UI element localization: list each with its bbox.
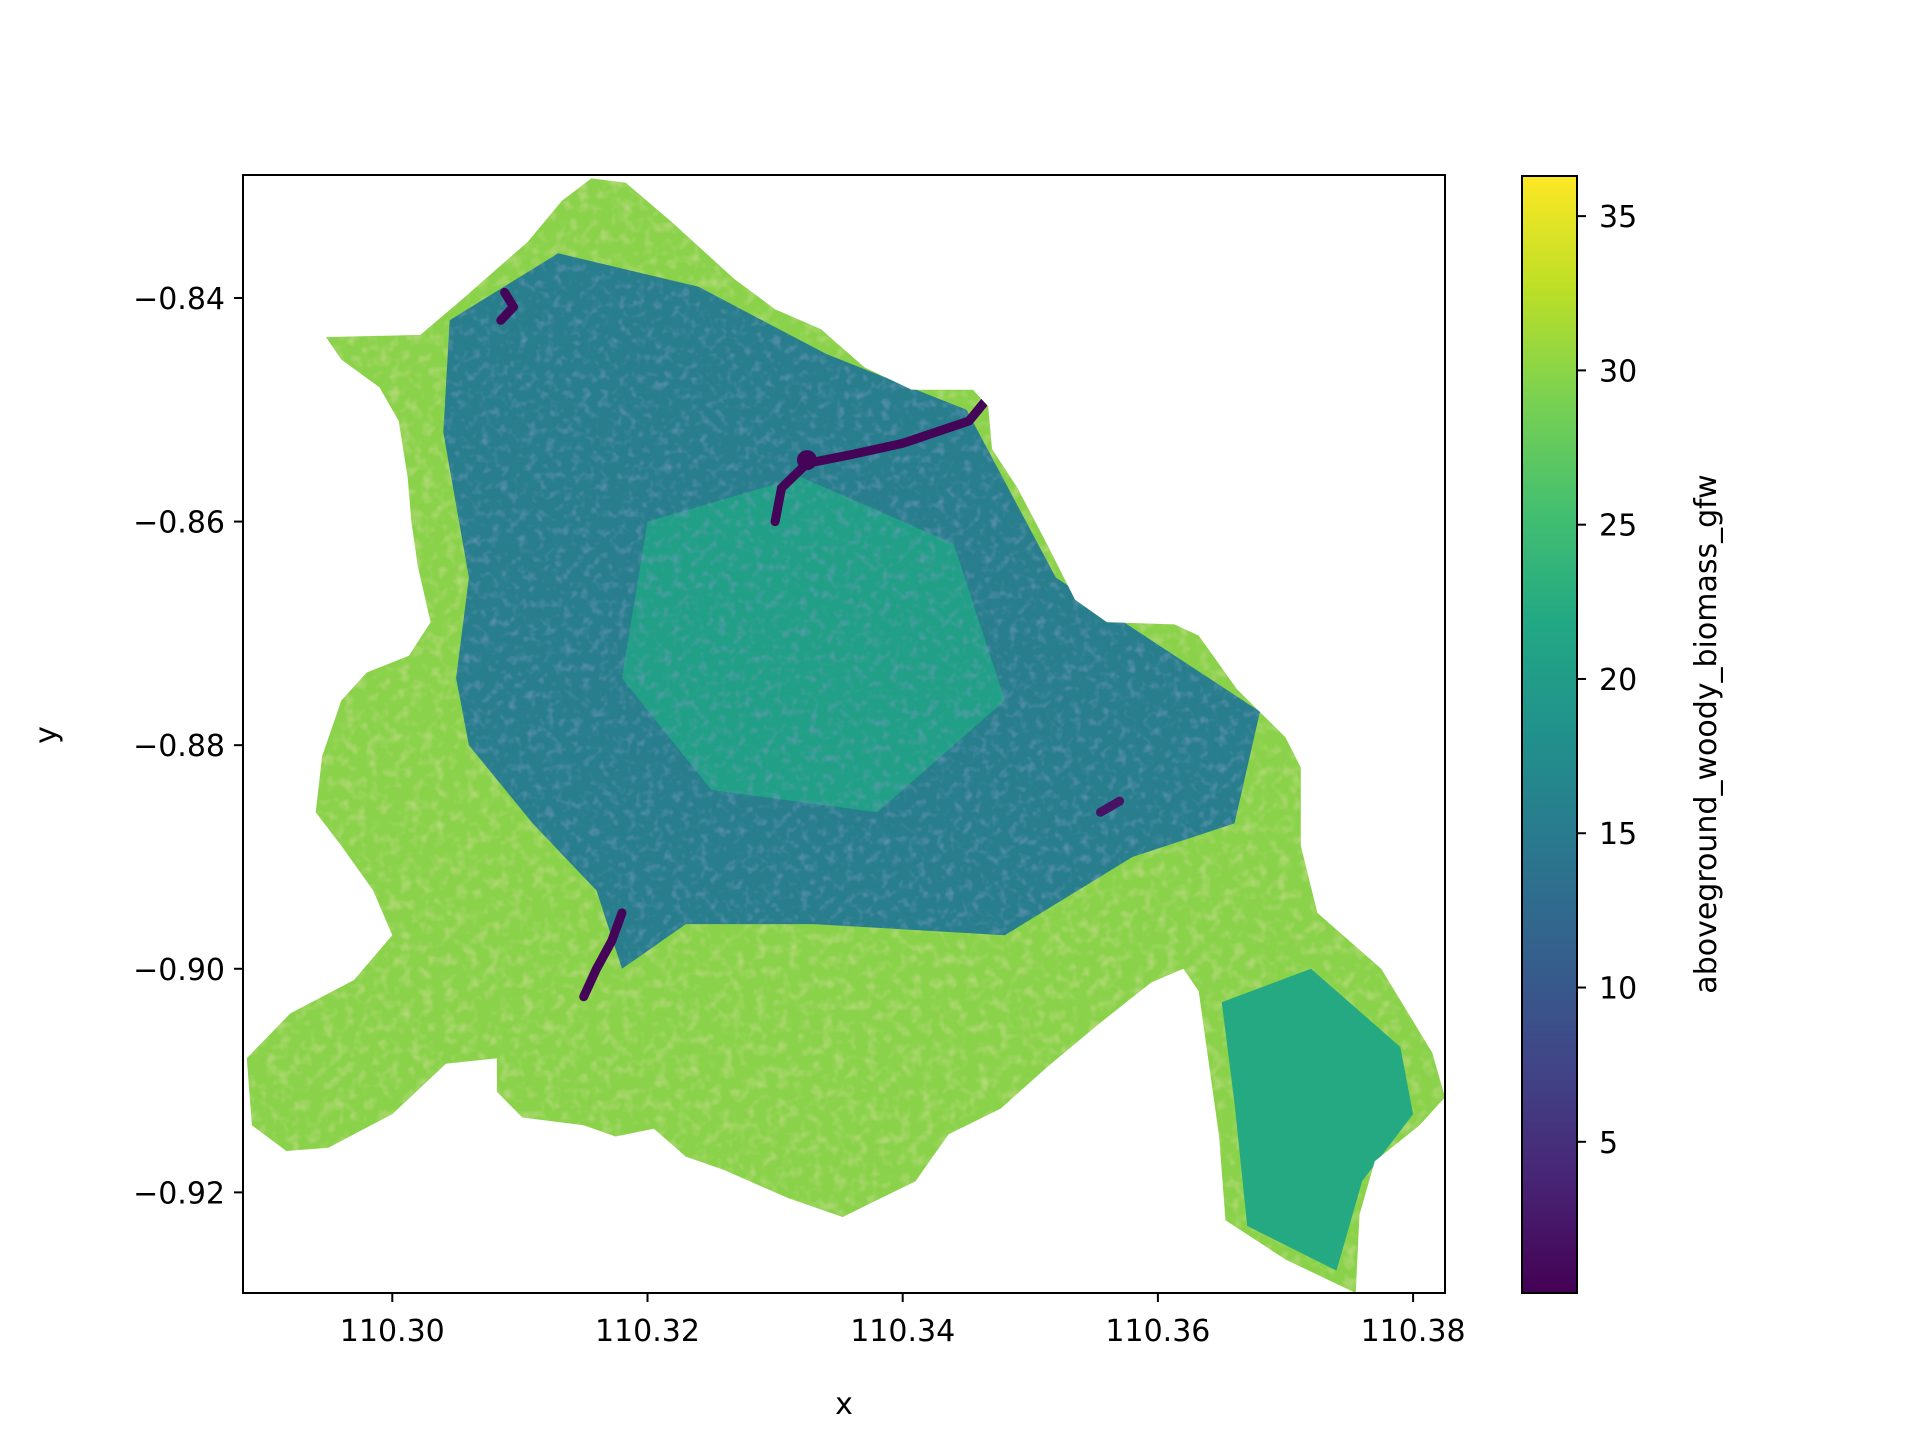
colorbar-tick-label: 30 [1599,354,1637,389]
x-tick-label: 110.38 [1361,1314,1466,1349]
y-tick-label: −0.92 [133,1176,225,1211]
x-axis-ticks: 110.30 110.32 110.34 110.36 110.38 [340,1293,1466,1349]
colorbar-gradient [1521,175,1578,1294]
y-tick-label: −0.86 [133,506,225,541]
south-channel [579,908,627,1002]
colorbar-tick-label: 10 [1599,972,1637,1007]
central-pond [796,450,817,471]
x-tick-label: 110.36 [1105,1314,1210,1349]
x-tick-label: 110.32 [595,1314,700,1349]
colorbar-tick-label: 35 [1599,200,1637,235]
east-patch [1096,796,1125,817]
colorbar: 5 10 15 20 25 30 35 aboveground_woody_biomass_… [1521,175,1724,1294]
x-axis-label: x [835,1387,853,1422]
colorbar-label: aboveground_woody_biomass_gfw [1689,474,1724,993]
northwest-pond [496,287,518,325]
y-axis-ticks: −0.84 −0.86 −0.88 −0.90 −0.92 [133,282,243,1211]
y-axis-label: y [29,726,64,744]
colorbar-tick-label: 15 [1599,817,1637,852]
y-tick-label: −0.90 [133,953,225,988]
colorbar-tick-label: 25 [1599,509,1637,544]
y-tick-label: −0.88 [133,729,225,764]
biomass-raster [246,178,1445,1293]
core-texture [443,253,1260,969]
y-tick-label: −0.84 [133,282,225,317]
low-biomass-features [496,287,1125,1002]
x-tick-label: 110.34 [850,1314,955,1349]
axes-frame [242,174,1446,1294]
colorbar-ticks: 5 10 15 20 25 30 35 [1577,200,1637,1161]
river-channel [770,388,997,527]
zone-eastern-lobe [1221,968,1414,1271]
zone-texture [443,253,1260,969]
colorbar-tick-label: 5 [1599,1126,1618,1161]
x-tick-label: 110.30 [340,1314,445,1349]
colorbar-tick-label: 20 [1599,663,1637,698]
